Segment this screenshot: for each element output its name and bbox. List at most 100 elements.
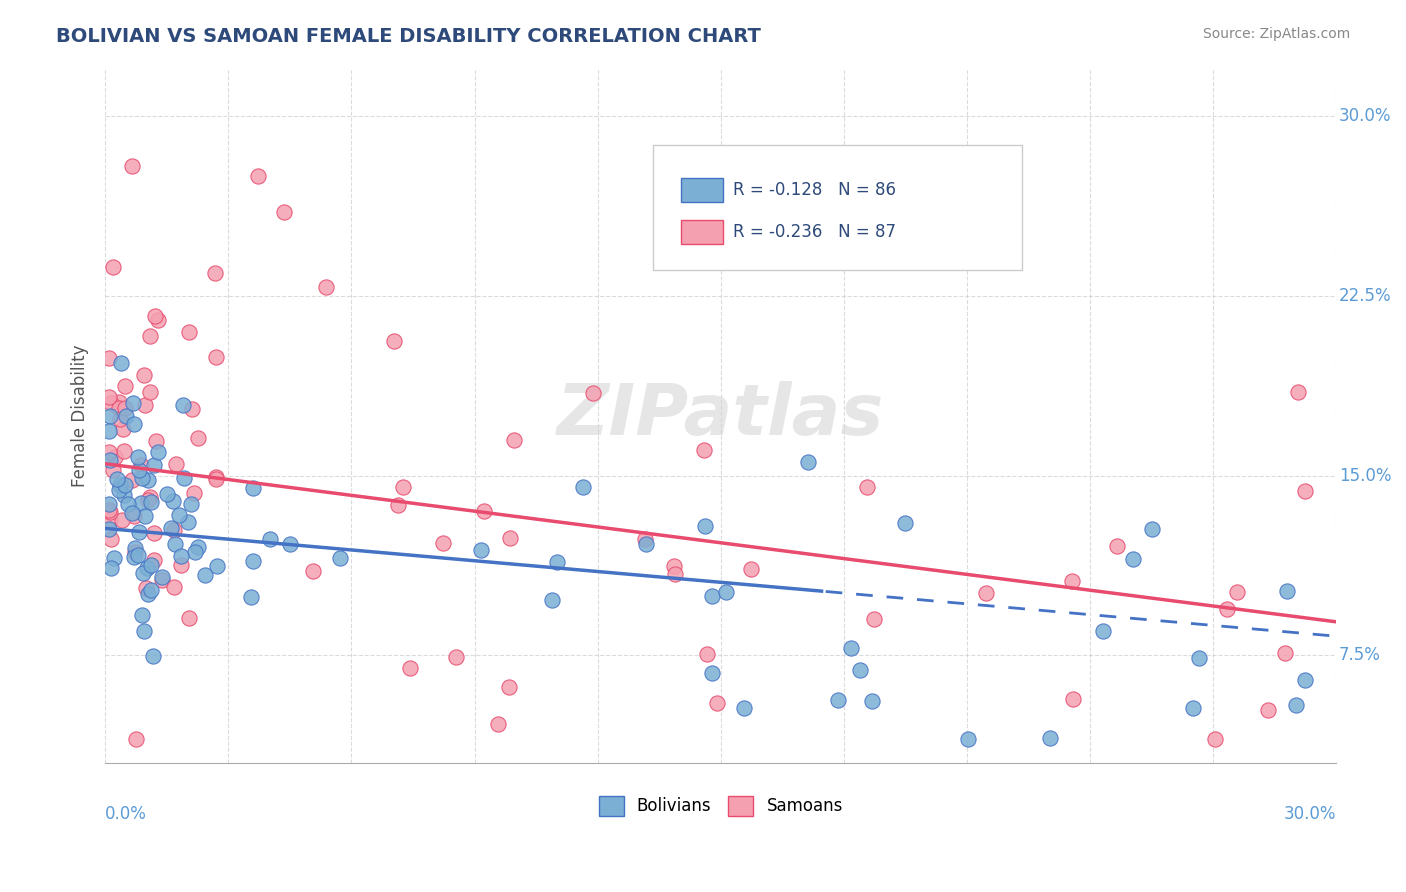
Legend: Bolivians, Samoans: Bolivians, Samoans: [591, 788, 851, 824]
Point: [132, 566, 155, 581]
Point: [98, 409, 121, 423]
Point: [114, 379, 136, 393]
Point: [108, 394, 131, 409]
Point: [108, 478, 131, 492]
Point: [104, 450, 127, 464]
Point: [136, 473, 159, 487]
Point: [194, 567, 217, 582]
Point: [382, 334, 405, 348]
Point: [974, 585, 997, 599]
Point: [98, 506, 121, 520]
Point: [706, 696, 728, 710]
Point: [180, 402, 202, 417]
Text: ZIPatlas: ZIPatlas: [557, 381, 884, 450]
Point: [122, 549, 145, 564]
Point: [139, 491, 162, 505]
Text: Source: ZipAtlas.com: Source: ZipAtlas.com: [1202, 27, 1350, 41]
Point: [740, 562, 762, 576]
Point: [134, 508, 156, 523]
FancyBboxPatch shape: [682, 178, 723, 202]
Point: [163, 523, 186, 537]
Point: [827, 692, 849, 706]
Point: [128, 463, 150, 477]
Point: [146, 313, 169, 327]
Point: [1274, 646, 1296, 660]
Point: [128, 524, 150, 539]
Text: BOLIVIAN VS SAMOAN FEMALE DISABILITY CORRELATION CHART: BOLIVIAN VS SAMOAN FEMALE DISABILITY COR…: [56, 27, 761, 45]
Point: [205, 559, 228, 574]
Point: [165, 537, 187, 551]
Point: [98, 503, 121, 517]
Point: [143, 458, 166, 473]
Point: [131, 608, 153, 623]
Point: [132, 368, 155, 382]
Y-axis label: Female Disability: Female Disability: [72, 344, 89, 487]
Point: [127, 450, 149, 465]
Point: [127, 548, 149, 562]
Point: [387, 498, 409, 512]
Point: [472, 503, 495, 517]
Point: [1285, 698, 1308, 713]
Point: [162, 494, 184, 508]
Point: [129, 458, 152, 473]
Point: [115, 409, 138, 423]
Point: [470, 543, 492, 558]
Point: [98, 445, 121, 459]
Point: [132, 624, 155, 638]
Point: [108, 483, 131, 497]
Point: [101, 463, 124, 477]
Point: [273, 204, 295, 219]
Point: [138, 329, 160, 343]
Point: [240, 590, 263, 604]
Point: [170, 549, 193, 564]
Point: [204, 266, 226, 280]
Point: [150, 574, 173, 588]
Point: [849, 663, 872, 677]
Point: [1226, 584, 1249, 599]
Point: [1142, 522, 1164, 536]
Point: [894, 516, 917, 531]
Point: [98, 351, 121, 365]
Point: [143, 553, 166, 567]
Point: [139, 385, 162, 400]
Point: [172, 398, 194, 412]
Point: [702, 665, 724, 680]
Point: [146, 445, 169, 459]
Point: [860, 694, 883, 708]
Point: [125, 732, 148, 747]
Point: [170, 558, 193, 573]
Point: [546, 555, 568, 569]
Point: [114, 488, 136, 502]
Point: [139, 494, 162, 508]
Point: [167, 508, 190, 522]
Point: [204, 472, 226, 486]
Point: [1294, 673, 1316, 687]
Point: [143, 526, 166, 541]
Point: [242, 482, 264, 496]
Point: [117, 497, 139, 511]
Point: [702, 590, 724, 604]
Point: [122, 508, 145, 523]
Point: [1188, 650, 1211, 665]
Text: 0.0%: 0.0%: [105, 805, 148, 822]
Point: [111, 513, 134, 527]
Point: [98, 390, 121, 404]
Point: [841, 641, 863, 656]
Point: [131, 471, 153, 485]
Point: [98, 497, 121, 511]
Point: [100, 532, 122, 546]
Point: [634, 537, 657, 551]
Point: [693, 519, 716, 533]
Point: [662, 559, 685, 574]
Point: [1275, 584, 1298, 599]
Point: [103, 551, 125, 566]
Point: [179, 611, 201, 625]
Point: [797, 455, 820, 469]
Point: [856, 480, 879, 494]
Point: [107, 472, 129, 486]
Point: [1294, 484, 1316, 499]
Point: [1062, 692, 1084, 706]
Point: [134, 398, 156, 412]
Text: R = -0.128   N = 86: R = -0.128 N = 86: [733, 181, 896, 199]
Text: 7.5%: 7.5%: [1339, 647, 1381, 665]
